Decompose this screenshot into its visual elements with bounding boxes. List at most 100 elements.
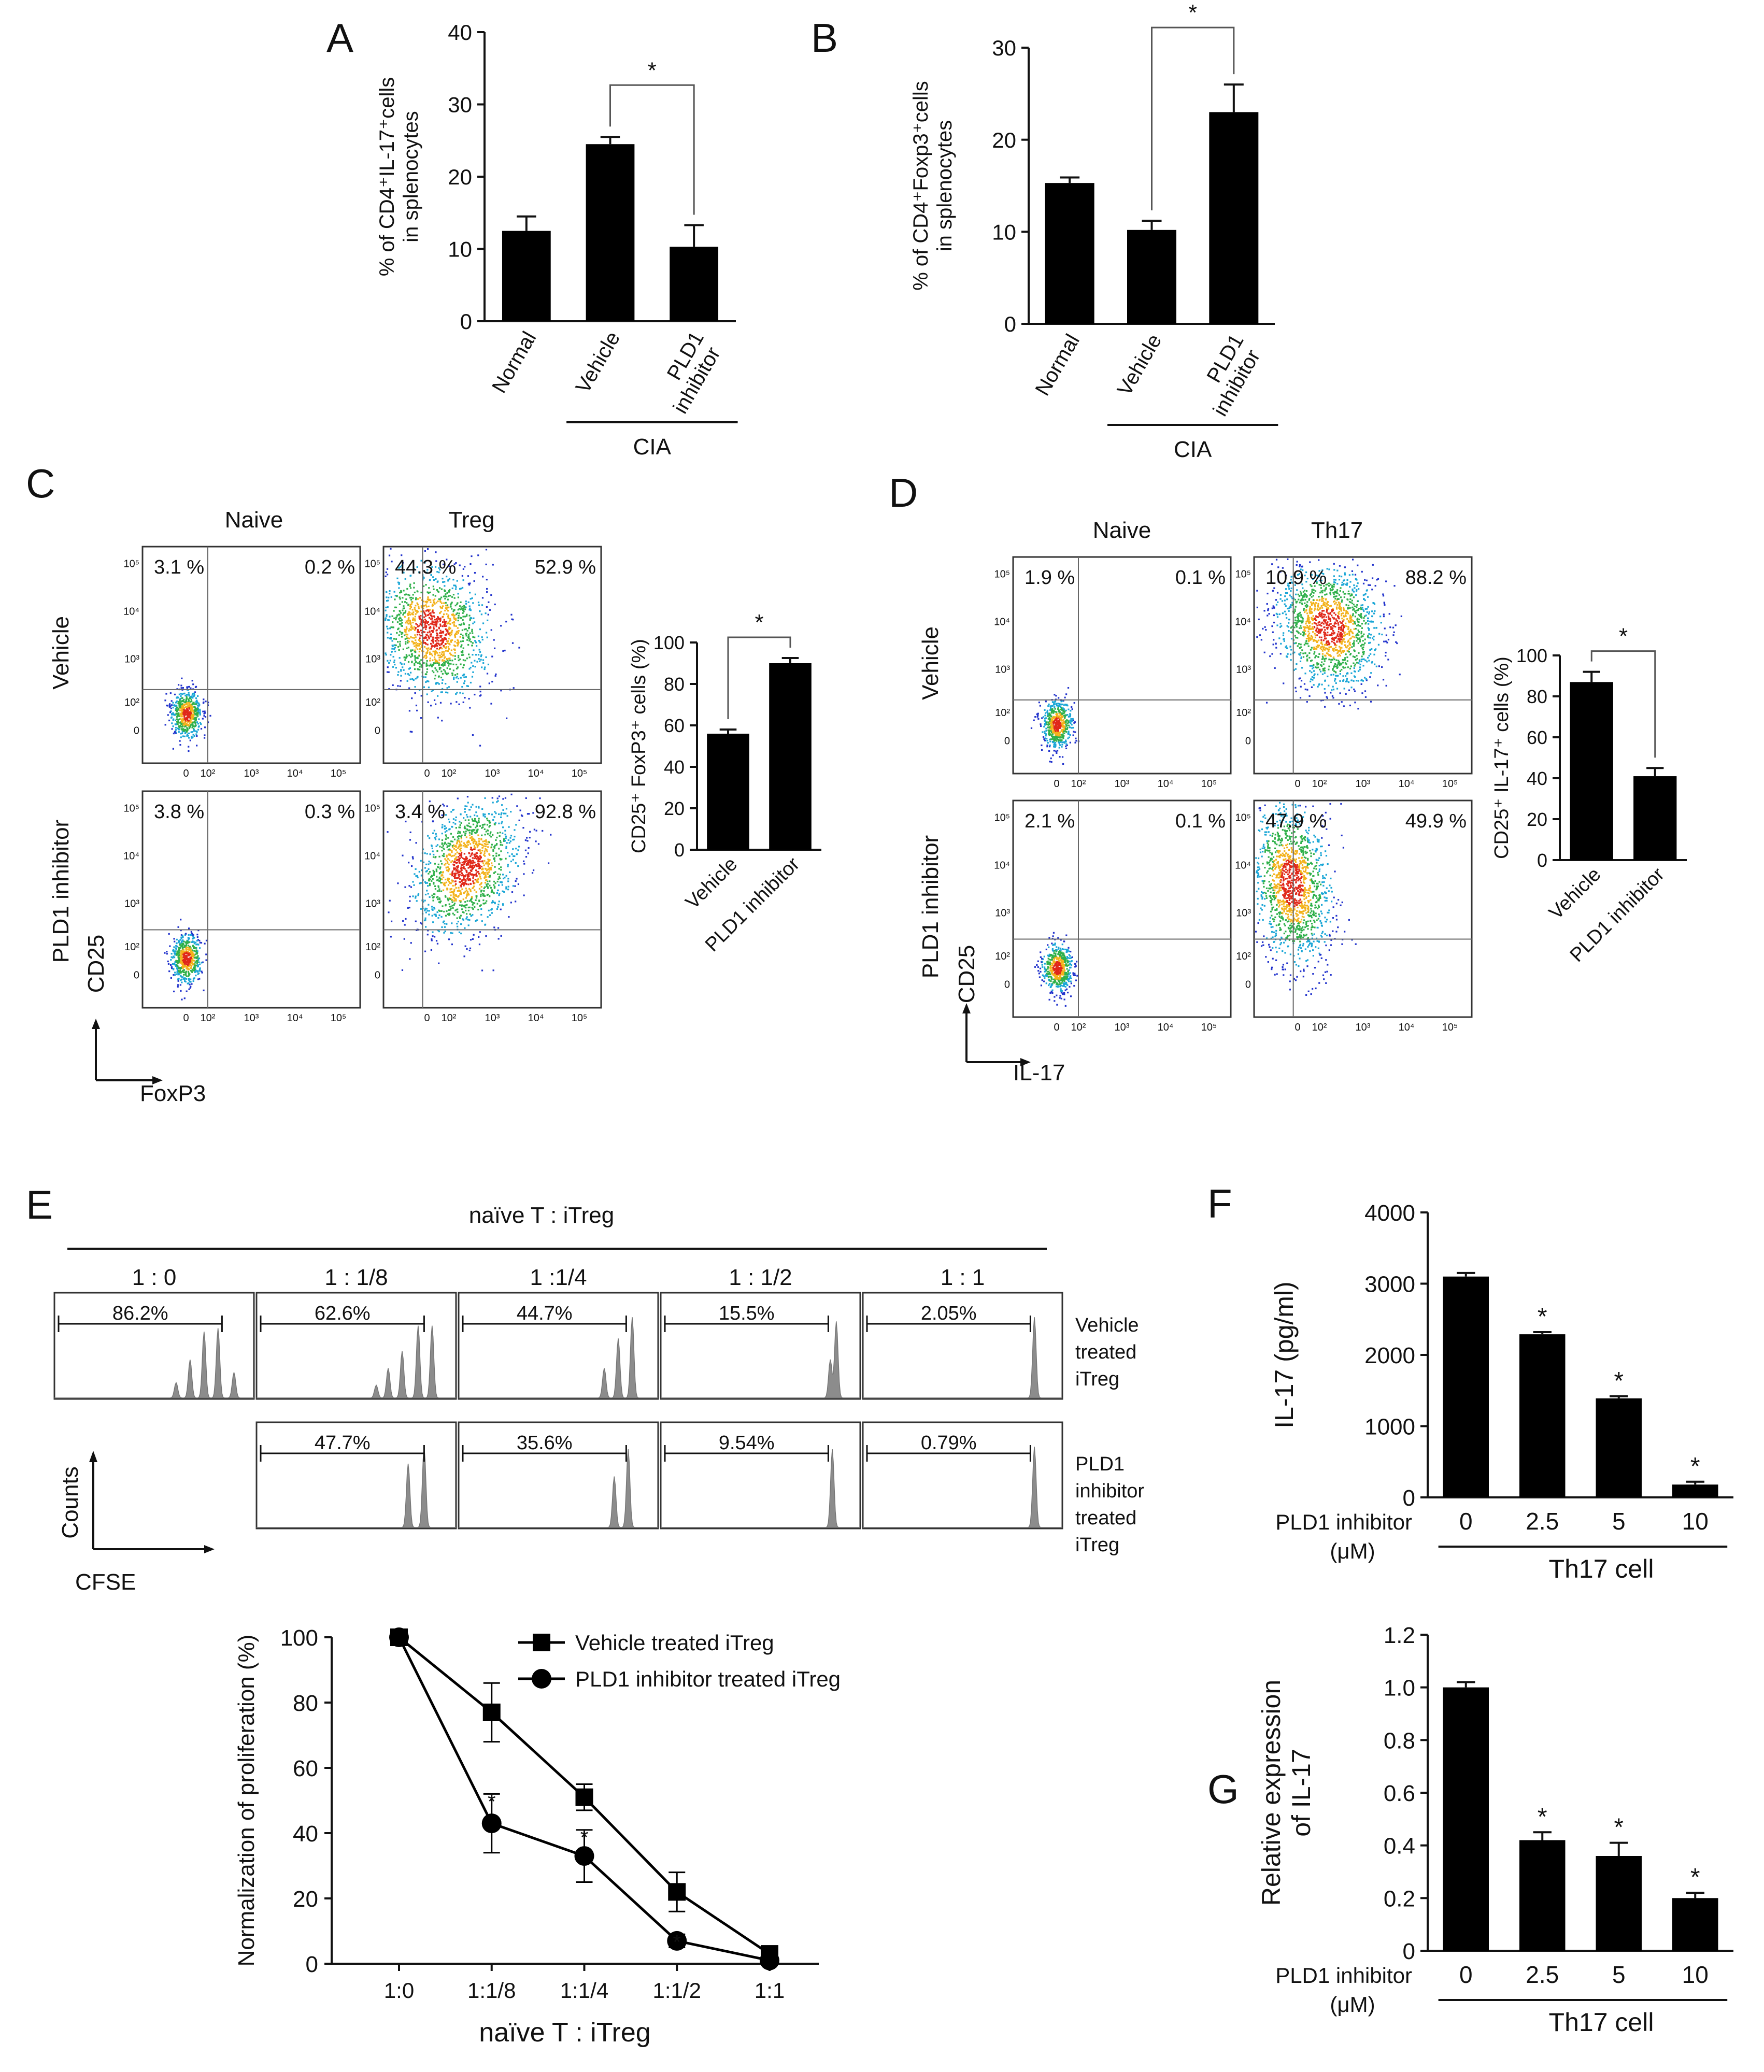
panel-c-cell-dot <box>465 845 467 847</box>
panel-c-cell-dot <box>453 845 456 848</box>
panel-c-cell-dot <box>443 910 445 913</box>
panel-c-cell-dot <box>392 655 394 658</box>
panel-c-cell-dot <box>454 823 457 825</box>
panel-c-cell-dot <box>188 727 191 730</box>
panel-c-cell-dot <box>435 660 437 662</box>
panel-c-cell-dot <box>499 893 501 895</box>
panel-c-cell-dot <box>443 853 445 855</box>
panel-c-cell-dot <box>449 844 451 846</box>
panel-c-cell-dot <box>464 680 466 682</box>
panel-c-cell-dot <box>472 636 474 638</box>
panel-c-cell-dot <box>472 602 474 604</box>
panel-c-cell-dot <box>463 879 465 881</box>
panel-c-cell-dot <box>188 686 190 688</box>
panel-c-cell-dot <box>420 619 422 621</box>
panel-c-cell-dot <box>537 843 540 845</box>
panel-c-cell-dot <box>452 891 454 893</box>
panel-c-x-tick: 10³ <box>485 1012 500 1024</box>
panel-c-cell-dot <box>195 975 197 977</box>
panel-c-cell-dot <box>179 699 181 702</box>
panel-d-cell-dot <box>1050 728 1052 731</box>
panel-c-cell-dot <box>494 871 496 873</box>
panel-c-cell-dot <box>173 946 175 948</box>
panel-c-cell-dot <box>196 953 198 955</box>
panel-c-cell-dot <box>489 875 491 877</box>
panel-c-cell-dot <box>188 750 190 752</box>
panel-c-cell-dot <box>417 591 419 593</box>
panel-c-cell-dot <box>428 873 430 875</box>
bar-vehicle <box>707 734 749 850</box>
panel-c-cell-dot <box>501 822 503 824</box>
panel-c-cell-dot <box>483 668 486 670</box>
panel-c-cell-dot <box>464 861 466 863</box>
panel-c-cell-dot <box>438 664 440 666</box>
panel-c-cell-dot <box>436 618 438 620</box>
panel-c-cell-dot <box>475 645 478 647</box>
panel-c-cell-dot <box>511 642 514 644</box>
panel-c-cell-dot <box>424 641 426 644</box>
panel-c-cell-dot <box>500 625 502 627</box>
panel-c-cell-dot <box>420 664 422 666</box>
panel-d-cell-dot <box>1340 629 1342 631</box>
panel-c-cell-dot <box>448 622 450 624</box>
category-label: Normal <box>1031 331 1084 400</box>
panel-c-cell-dot <box>432 640 434 643</box>
panel-c-cell-dot <box>455 618 457 620</box>
panel-c-cell-dot <box>415 661 417 664</box>
panel-c-cell-dot <box>181 732 183 735</box>
panel-c-cell-dot <box>416 566 418 568</box>
panel-c-cell-dot <box>442 824 444 826</box>
panel-c-cell-dot <box>408 862 410 864</box>
panel-c-cell-dot <box>469 707 471 709</box>
panel-c-cell-dot <box>397 581 400 583</box>
panel-c-cell-dot <box>487 833 489 835</box>
panel-c-cell-dot <box>447 610 449 612</box>
panel-c-cell-dot <box>466 948 468 950</box>
panel-c-cell-dot <box>455 846 457 848</box>
panel-c-cell-dot <box>455 849 457 851</box>
panel-c-cell-dot <box>491 902 493 904</box>
panel-c-cell-dot <box>456 841 459 844</box>
panel-c-cell-dot <box>385 606 387 609</box>
panel-c-cell-dot <box>411 731 413 733</box>
panel-d-cell-dot <box>1041 717 1043 719</box>
panel-c-cell-dot <box>438 873 441 875</box>
panel-c-cell-dot <box>459 564 461 566</box>
panel-c-cell-dot <box>489 822 491 824</box>
panel-c-cell-dot <box>440 882 442 884</box>
panel-c-cell-dot <box>449 595 451 597</box>
panel-c-cell-dot <box>176 718 178 720</box>
panel-c-cell-dot <box>460 837 462 839</box>
panel-c-cell-dot <box>177 952 179 954</box>
panel-c-cell-dot <box>473 885 475 888</box>
panel-c-cell-dot <box>466 685 468 687</box>
panel-d-cell-dot <box>1052 736 1055 738</box>
panel-d-cell-dot <box>1061 741 1063 744</box>
panel-c-cell-dot <box>403 605 405 607</box>
panel-c-cell-dot <box>197 957 200 959</box>
panel-d-cell-dot <box>1340 615 1343 617</box>
panel-c-cell-dot <box>421 650 423 652</box>
panel-c-cell-dot <box>183 945 186 947</box>
panel-c-cell-dot <box>458 895 460 897</box>
panel-c-cell-dot <box>487 880 489 882</box>
panel-c-cell-dot <box>184 713 187 715</box>
panel-c-cell-dot <box>445 860 447 862</box>
panel-c-cell-dot <box>450 653 452 655</box>
panel-c-cell-dot <box>179 725 181 727</box>
panel-c-x-tick: 10⁵ <box>331 768 347 779</box>
panel-c-cell-dot <box>466 900 468 902</box>
panel-c-cell-dot <box>466 841 468 844</box>
panel-c-cell-dot <box>502 809 504 811</box>
panel-d-cell-dot <box>1070 710 1072 712</box>
panel-c-cell-dot <box>457 627 459 629</box>
panel-c-cell-dot <box>486 849 488 851</box>
significance-bracket <box>609 84 695 215</box>
panel-d-cell-dot <box>1065 740 1067 743</box>
panel-d-cell-dot <box>1334 644 1336 646</box>
panel-c-cell-dot <box>431 566 433 568</box>
panel-d-cell-dot <box>1349 581 1352 583</box>
panel-d-cell-dot <box>1050 738 1052 740</box>
panel-c-cell-dot <box>196 704 198 706</box>
panel-c-cell-dot <box>422 631 424 633</box>
